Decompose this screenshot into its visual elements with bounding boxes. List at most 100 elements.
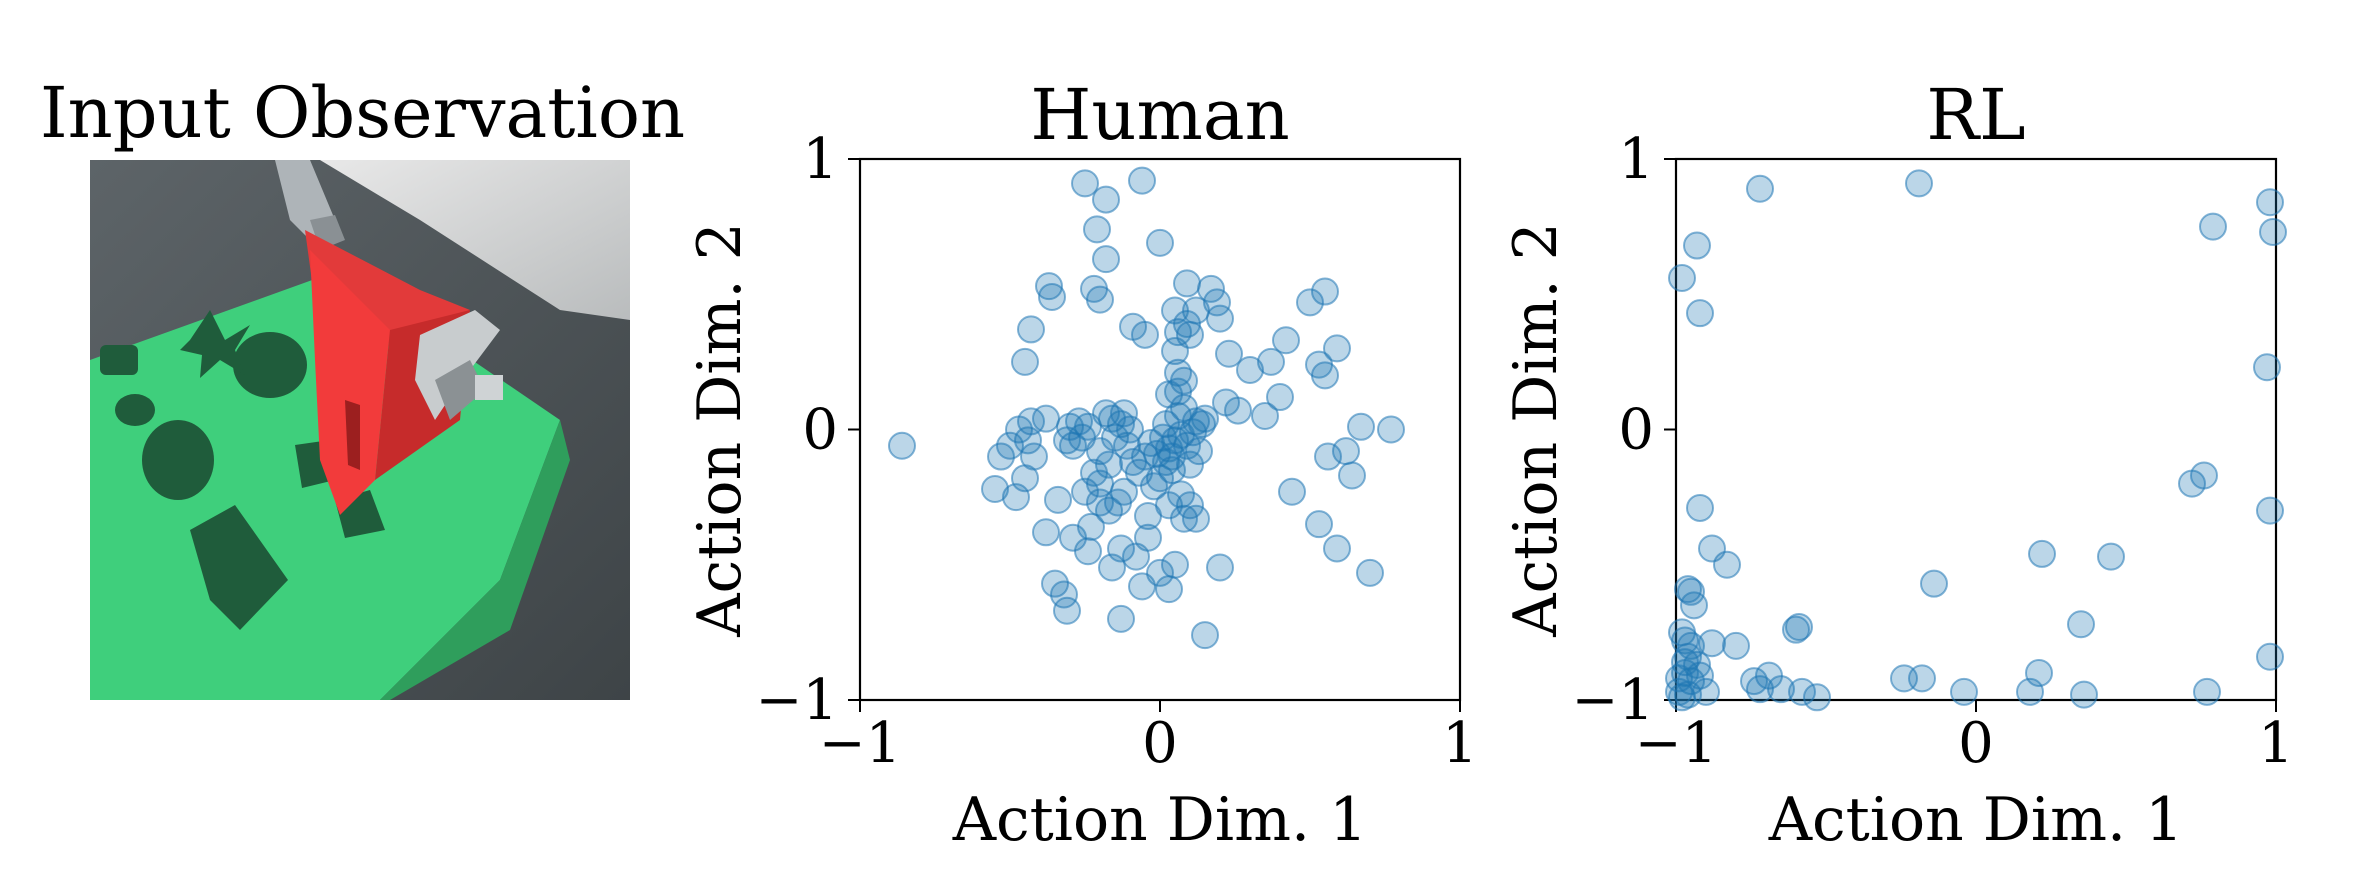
- data-point: [1314, 442, 1342, 471]
- data-point: [1110, 399, 1138, 428]
- data-point: [1683, 231, 1711, 260]
- data-point: [2067, 610, 2095, 639]
- data-point: [1278, 477, 1306, 506]
- data-point: [1197, 274, 1225, 303]
- data-point: [1665, 664, 1693, 693]
- data-point: [888, 431, 916, 460]
- data-point: [2256, 642, 2284, 671]
- data-point: [1698, 629, 1726, 658]
- data-point: [2253, 353, 2281, 382]
- data-point: [1338, 461, 1366, 490]
- y-tick-label: −1: [1571, 668, 1654, 733]
- data-point: [1323, 334, 1351, 363]
- data-point: [1167, 480, 1195, 509]
- data-point: [1077, 512, 1105, 541]
- data-point: [1086, 469, 1114, 498]
- x-tick-label: −1: [819, 711, 902, 776]
- data-point: [1905, 169, 1933, 198]
- data-point: [1146, 228, 1174, 257]
- data-point: [1071, 169, 1099, 198]
- data-point: [2256, 188, 2284, 217]
- data-point: [1215, 339, 1243, 368]
- data-point: [1746, 675, 1774, 704]
- data-point: [1803, 683, 1831, 712]
- data-point: [1251, 401, 1279, 430]
- x-axis-label: Action Dim. 1: [1768, 785, 2184, 855]
- data-point: [1158, 456, 1186, 485]
- data-point: [1038, 282, 1066, 311]
- data-point: [1020, 442, 1048, 471]
- data-point: [1182, 504, 1210, 533]
- data-point: [1032, 518, 1060, 547]
- data-point: [1107, 604, 1135, 633]
- data-point: [1176, 450, 1204, 479]
- data-point: [1296, 288, 1324, 317]
- data-point: [1206, 553, 1234, 582]
- data-point: [1236, 355, 1264, 384]
- data-point: [1668, 264, 1696, 293]
- data-point: [1128, 166, 1156, 195]
- chart-title: Human: [1030, 74, 1289, 156]
- x-tick-label: 1: [1442, 711, 1478, 776]
- data-point: [2256, 496, 2284, 525]
- data-point: [1011, 347, 1039, 376]
- y-tick-label: 0: [802, 398, 838, 463]
- input-observation-image: [90, 160, 630, 700]
- data-point: [1155, 575, 1183, 604]
- data-point: [2193, 677, 2221, 706]
- data-point: [1212, 388, 1240, 417]
- data-point: [2025, 658, 2053, 687]
- data-point: [1206, 304, 1234, 333]
- plot-frame: [1674, 157, 2278, 702]
- data-point: [1041, 569, 1069, 598]
- input-observation-title: Input Observation: [40, 72, 686, 154]
- data-point: [1767, 675, 1795, 704]
- data-point: [1146, 558, 1174, 587]
- data-point: [1107, 534, 1135, 563]
- data-point: [1686, 299, 1714, 328]
- data-point: [2097, 542, 2125, 571]
- data-point: [1680, 591, 1708, 620]
- data-point: [1311, 277, 1339, 306]
- y-axis-label: Action Dim. 2: [1501, 222, 1571, 638]
- x-tick-label: −1: [1635, 711, 1718, 776]
- data-point: [1050, 580, 1078, 609]
- data-point: [1116, 415, 1144, 444]
- data-point: [1347, 412, 1375, 441]
- data-point: [1092, 185, 1120, 214]
- y-axis-label: Action Dim. 2: [685, 222, 755, 638]
- data-point: [2028, 539, 2056, 568]
- data-point: [981, 475, 1009, 504]
- data-point: [1125, 458, 1153, 487]
- x-tick-label: 0: [1958, 711, 1994, 776]
- data-point: [1713, 550, 1741, 579]
- data-point: [1920, 569, 1948, 598]
- data-point: [1671, 648, 1699, 677]
- data-point: [1131, 320, 1159, 349]
- data-point: [1692, 677, 1720, 706]
- x-axis-label: Action Dim. 1: [952, 785, 1368, 855]
- data-point: [1188, 410, 1216, 439]
- data-point: [1722, 631, 1750, 660]
- data-point: [1305, 510, 1333, 539]
- data-point: [996, 431, 1024, 460]
- data-point: [1134, 523, 1162, 552]
- data-point: [1266, 383, 1294, 412]
- data-point: [2259, 218, 2287, 247]
- data-point: [1065, 407, 1093, 436]
- data-point: [2199, 212, 2227, 241]
- chart-title: RL: [1926, 74, 2025, 156]
- data-point: [1782, 615, 1810, 644]
- data-point: [1746, 174, 1774, 203]
- y-tick-label: 1: [802, 127, 838, 192]
- data-point: [1377, 415, 1405, 444]
- data-point: [1185, 437, 1213, 466]
- data-point: [1017, 315, 1045, 344]
- data-point: [987, 442, 1015, 471]
- data-point: [1674, 575, 1702, 604]
- data-point: [1323, 534, 1351, 563]
- data-point: [1104, 488, 1132, 517]
- data-point: [1083, 215, 1111, 244]
